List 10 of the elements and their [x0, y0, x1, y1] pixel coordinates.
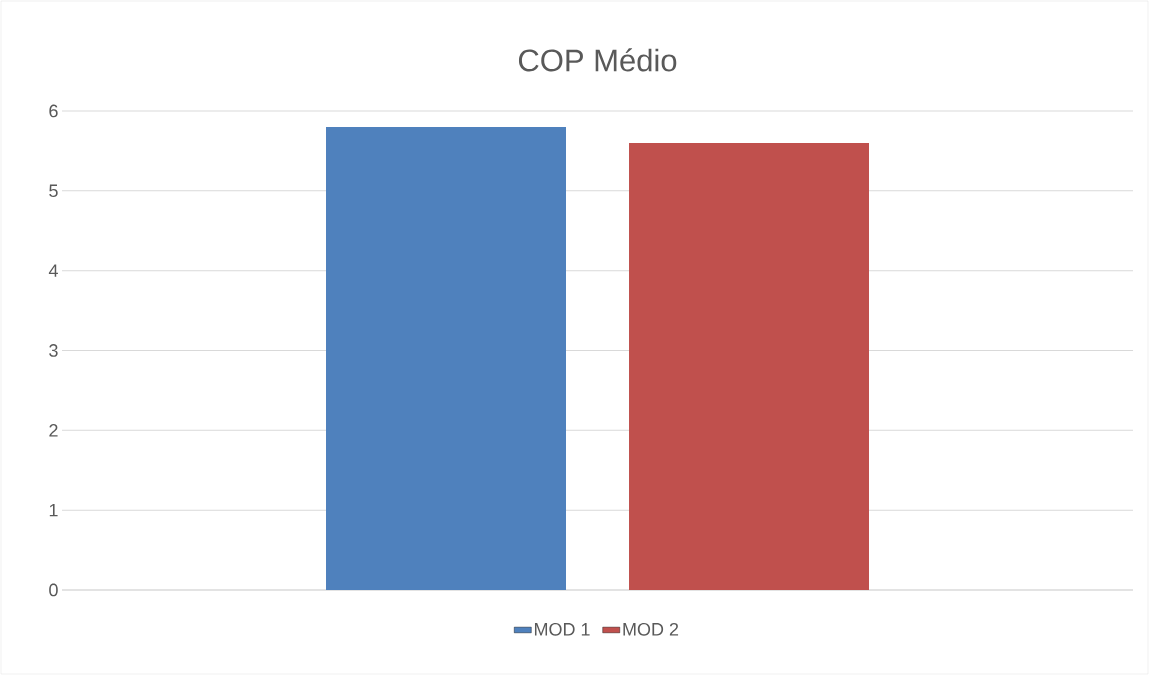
y-tick-label: 5 [49, 184, 58, 198]
chart-title: COP Médio [518, 48, 677, 72]
legend-label: MOD 2 [623, 622, 679, 636]
y-tick-label: 2 [49, 424, 58, 437]
y-tick-label: 6 [49, 104, 58, 118]
y-tick-label: 1 [49, 503, 58, 517]
y-tick-label: 4 [48, 264, 58, 277]
legend-label: MOD 1 [534, 622, 590, 636]
y-tick-label: 0 [49, 583, 58, 597]
y-tick-label: 3 [49, 344, 58, 357]
